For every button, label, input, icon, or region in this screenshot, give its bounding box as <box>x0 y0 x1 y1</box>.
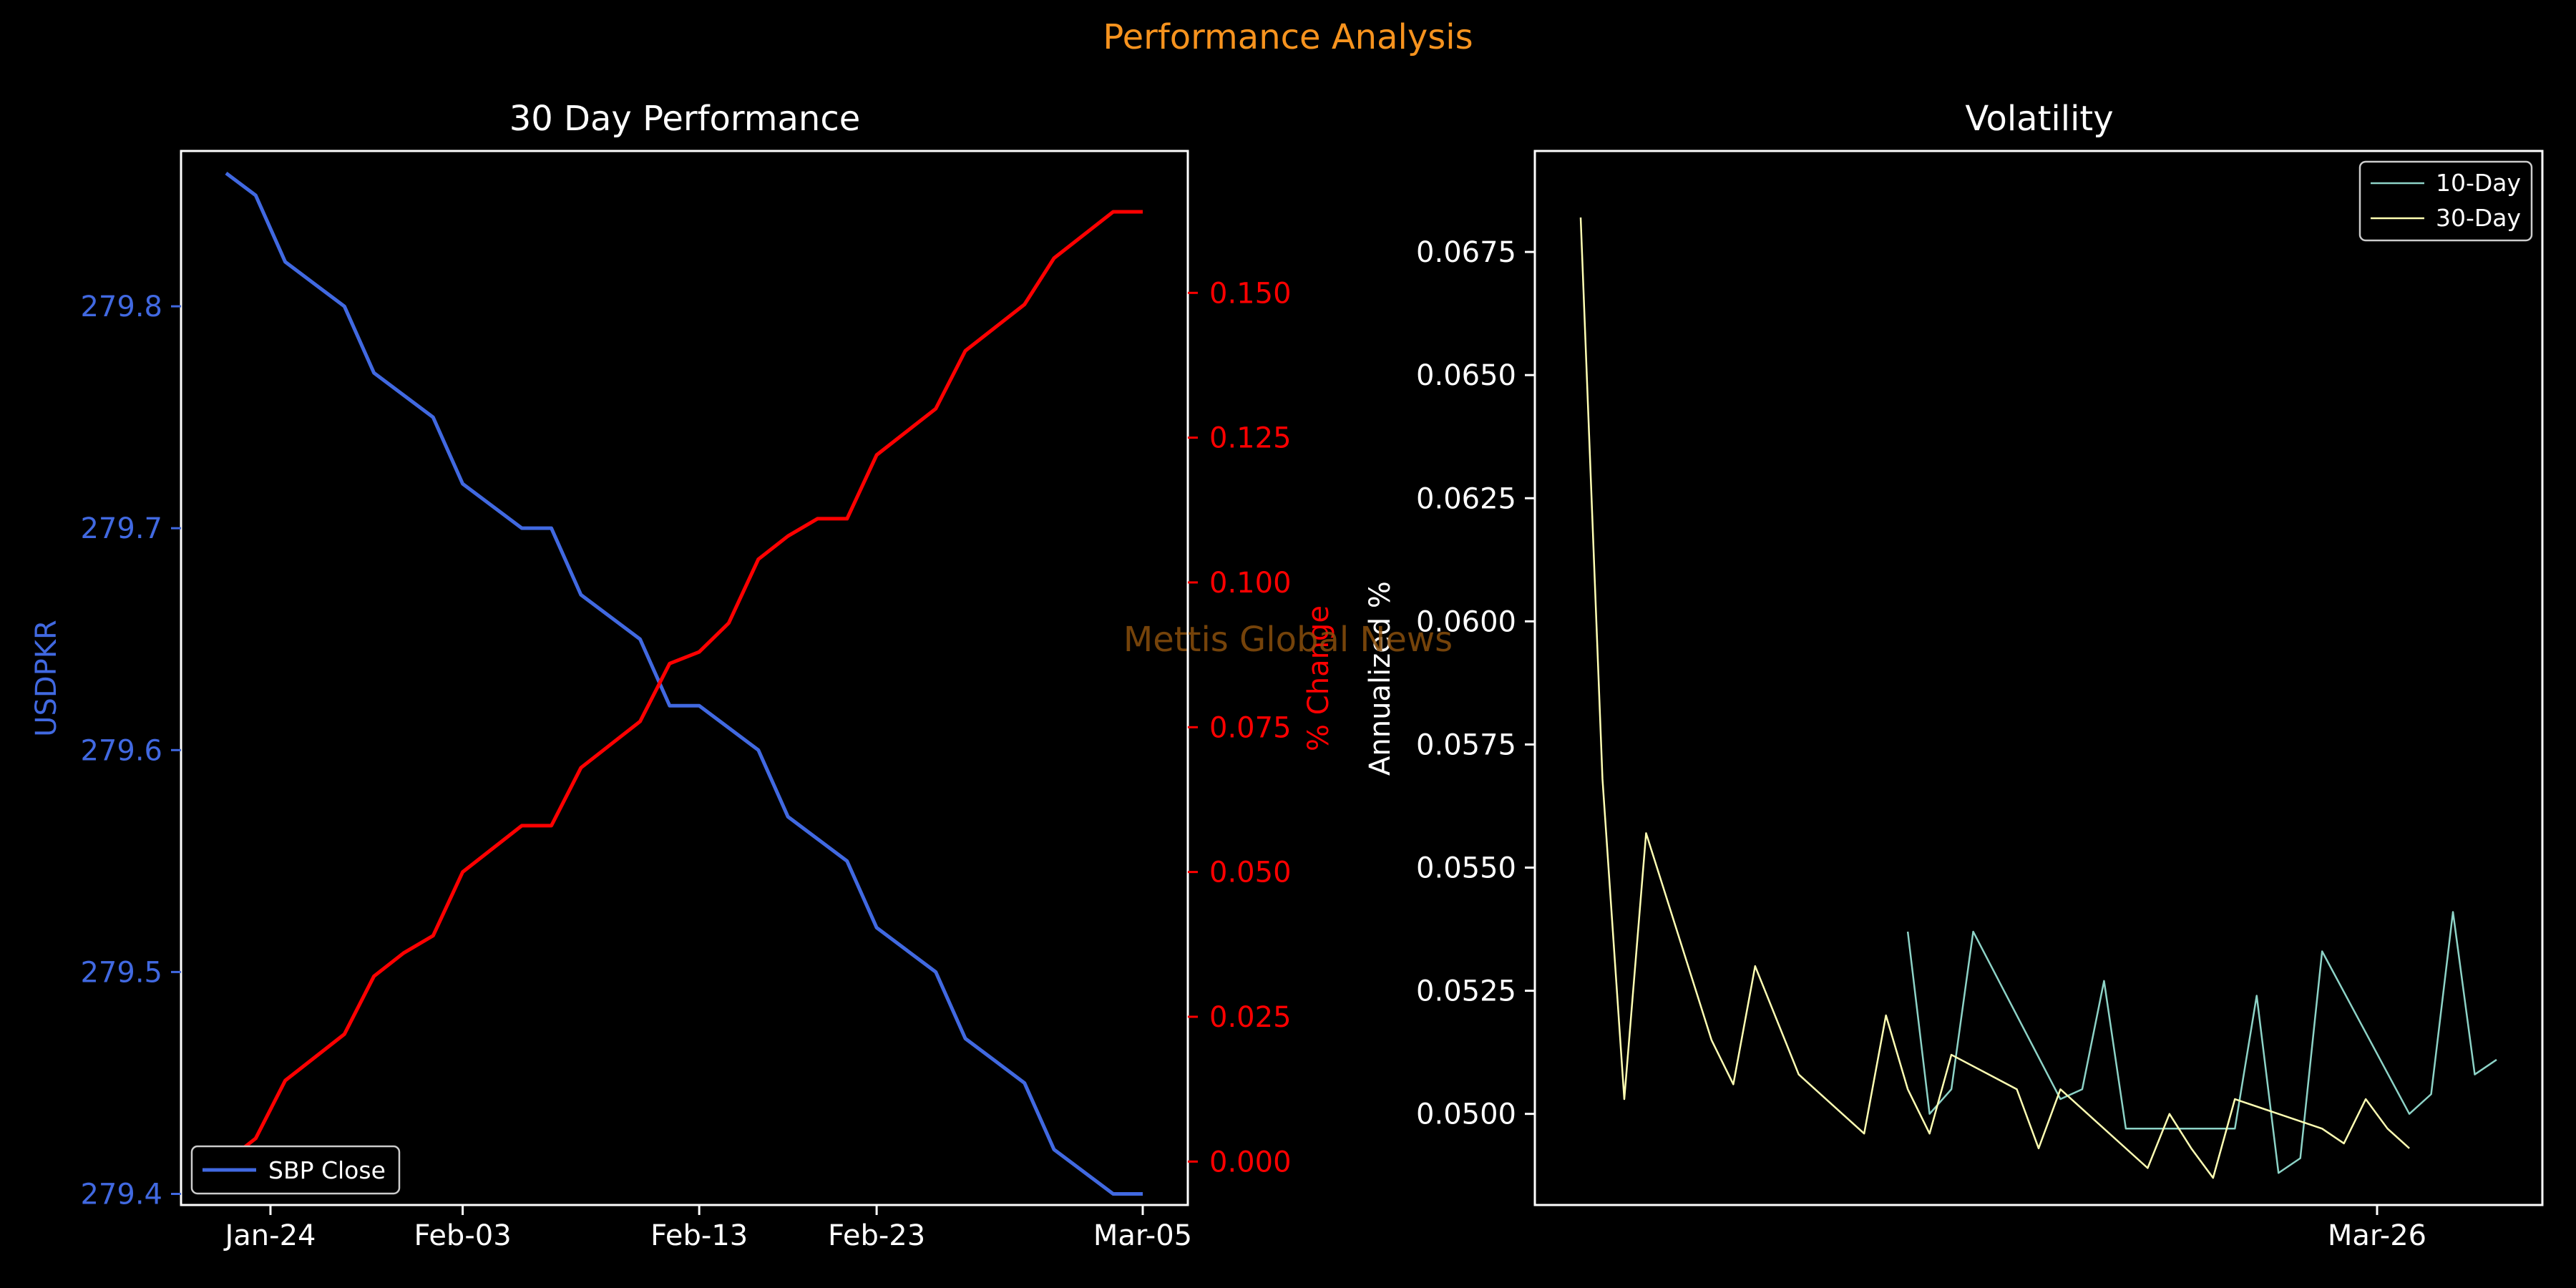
volatility-tick-label: 0.0600 <box>1416 605 1516 638</box>
volatility-tick-label: 0.0575 <box>1416 728 1516 761</box>
date-tick-label: Feb-23 <box>828 1219 925 1252</box>
volatility-plot-frame <box>1533 150 2544 1206</box>
date-tick-label: Feb-13 <box>650 1219 748 1252</box>
pct-change-tick-label: 0.000 <box>1209 1146 1292 1179</box>
usdpkr-tick-label: 279.4 <box>80 1178 162 1211</box>
usdpkr-tick-label: 279.6 <box>80 734 162 767</box>
volatility-legend: 10-Day 30-Day <box>2358 160 2533 242</box>
vol-10-day-line <box>1906 911 2497 1174</box>
legend-label-sbp-close: SBP Close <box>268 1156 386 1184</box>
pct-change-tick-label: 0.150 <box>1209 277 1292 310</box>
volatility-axis-label: Annualized % <box>1364 581 1397 776</box>
performance-chart: 30 Day Performance 279.4 279.5 279.6 279.7 2… <box>30 99 1335 1252</box>
legend-label-30-day: 30-Day <box>2436 204 2521 232</box>
performance-chart-title: 30 Day Performance <box>509 99 861 139</box>
usdpkr-tick-label: 279.5 <box>80 956 162 989</box>
usdpkr-axis-label: USDPKR <box>30 620 63 737</box>
volatility-tick-label: 0.0525 <box>1416 975 1516 1008</box>
usdpkr-tick-label: 279.7 <box>80 512 162 545</box>
volatility-tick-label: 0.0500 <box>1416 1098 1516 1131</box>
volatility-tick-label: 0.0550 <box>1416 852 1516 885</box>
pct-change-line <box>225 210 1143 1163</box>
legend-label-10-day: 10-Day <box>2436 169 2521 197</box>
date-tick-label: Mar-05 <box>1093 1219 1192 1252</box>
volatility-tick-label: 0.0675 <box>1416 236 1516 269</box>
volatility-tick-label: 0.0625 <box>1416 482 1516 515</box>
watermark: Mettis Global News <box>1123 620 1453 660</box>
volatility-chart-title: Volatility <box>1965 99 2113 139</box>
date-tick-label: Feb-03 <box>414 1219 512 1252</box>
pct-change-tick-label: 0.050 <box>1209 857 1292 889</box>
volatility-tick-label: 0.0650 <box>1416 359 1516 392</box>
performance-plot-frame <box>180 150 1189 1206</box>
sbp-close-line <box>225 172 1143 1196</box>
vol-30-day-line <box>1579 217 2410 1179</box>
pct-change-tick-label: 0.025 <box>1209 1001 1292 1034</box>
date-tick-label: Jan-24 <box>223 1219 316 1252</box>
performance-legend: SBP Close <box>190 1145 401 1195</box>
date-tick-label: Mar-26 <box>2328 1219 2426 1252</box>
volatility-chart: Volatility 0.0500 0.0525 0.0550 0.0575 0.060… <box>1364 99 2544 1252</box>
pct-change-tick-label: 0.125 <box>1209 422 1292 455</box>
figure-title: Performance Analysis <box>1103 17 1473 57</box>
usdpkr-tick-label: 279.8 <box>80 291 162 323</box>
pct-change-tick-label: 0.075 <box>1209 711 1292 744</box>
pct-change-tick-label: 0.100 <box>1209 567 1292 600</box>
pct-change-axis-label: % Change <box>1302 605 1335 751</box>
